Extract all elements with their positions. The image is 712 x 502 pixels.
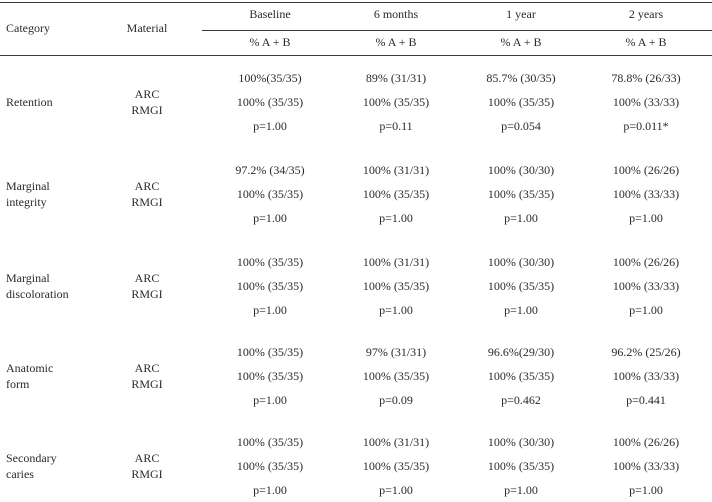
subheader-6-months: % A + B (375, 35, 417, 49)
rmgi-value: 100% (33/33) (612, 279, 680, 293)
p-value: p=1.00 (629, 303, 663, 317)
arc-value: 100% (30/30) (487, 163, 555, 177)
rmgi-value: 100% (35/35) (362, 369, 430, 383)
arc-value: 100% (35/35) (236, 255, 304, 269)
category-label: caries (6, 467, 34, 481)
arc-value: 100% (35/35) (236, 435, 304, 449)
arc-value: 89% (31/31) (365, 71, 427, 85)
period-header-baseline: Baseline (249, 7, 291, 21)
rmgi-value: 100% (35/35) (487, 187, 555, 201)
rmgi-value: 100% (35/35) (236, 459, 304, 473)
material-label: ARC (134, 451, 160, 465)
rmgi-value: 100% (35/35) (362, 95, 430, 109)
p-value: p=1.00 (253, 393, 287, 407)
rmgi-value: 100% (33/33) (612, 187, 680, 201)
material-label: RMGI (131, 195, 163, 209)
rmgi-value: 100% (35/35) (236, 369, 304, 383)
material-label: RMGI (131, 103, 163, 117)
material-label: RMGI (131, 287, 163, 301)
rmgi-value: 100% (33/33) (612, 369, 680, 383)
arc-value: 100% (26/26) (612, 435, 680, 449)
subheader-1-year: % A + B (500, 35, 542, 49)
p-value: p=1.00 (379, 211, 413, 225)
arc-value: 100% (30/30) (487, 435, 555, 449)
p-value: p=1.00 (629, 211, 663, 225)
arc-value: 96.2% (25/26) (611, 345, 681, 359)
rmgi-value: 100% (35/35) (362, 187, 430, 201)
category-label: Retention (6, 95, 53, 109)
arc-value: 100% (35/35) (236, 345, 304, 359)
category-label: Secondary (6, 451, 57, 465)
category-label: Marginal (6, 179, 50, 193)
rmgi-value: 100% (33/33) (612, 459, 680, 473)
arc-value: 97% (31/31) (365, 345, 427, 359)
arc-value: 85.7% (30/35) (486, 71, 556, 85)
arc-value: 78.8% (26/33) (611, 71, 681, 85)
category-header: Category (6, 21, 50, 35)
period-group-rule (202, 30, 712, 31)
p-value: p=0.09 (379, 393, 413, 407)
p-value: p=1.00 (629, 483, 663, 497)
rmgi-value: 100% (35/35) (362, 279, 430, 293)
period-header-6-months: 6 months (373, 7, 419, 21)
p-value: p=1.00 (504, 483, 538, 497)
arc-value: 100% (31/31) (362, 255, 430, 269)
subheader-2-years: % A + B (625, 35, 667, 49)
material-label: ARC (134, 361, 160, 375)
p-value: p=1.00 (253, 483, 287, 497)
arc-value: 100% (31/31) (362, 163, 430, 177)
rmgi-value: 100% (35/35) (236, 187, 304, 201)
arc-value: 100% (31/31) (362, 435, 430, 449)
material-label: RMGI (131, 377, 163, 391)
p-value: p=1.00 (379, 483, 413, 497)
category-label: integrity (6, 195, 47, 209)
p-value: p=0.11 (379, 119, 413, 133)
material-label: ARC (134, 87, 160, 101)
category-label: Marginal (6, 271, 50, 285)
p-value: p=0.011* (623, 119, 669, 133)
p-value: p=0.441 (626, 393, 666, 407)
rmgi-value: 100% (35/35) (362, 459, 430, 473)
subheader-baseline: % A + B (249, 35, 291, 49)
material-label: ARC (134, 179, 160, 193)
material-label: RMGI (131, 467, 163, 481)
rmgi-value: 100% (35/35) (487, 459, 555, 473)
arc-value: 96.6%(29/30) (487, 345, 555, 359)
p-value: p=1.00 (504, 303, 538, 317)
p-value: p=1.00 (253, 119, 287, 133)
top-rule (0, 2, 712, 3)
period-header-2-years: 2 years (628, 7, 664, 21)
rmgi-value: 100% (35/35) (487, 369, 555, 383)
rmgi-value: 100% (35/35) (236, 95, 304, 109)
category-label: Anatomic (6, 361, 54, 375)
arc-value: 100% (30/30) (487, 255, 555, 269)
p-value: p=1.00 (253, 211, 287, 225)
p-value: p=1.00 (379, 303, 413, 317)
p-value: p=1.00 (504, 211, 538, 225)
arc-value: 100% (26/26) (612, 163, 680, 177)
arc-value: 97.2% (34/35) (235, 163, 305, 177)
category-label: form (6, 377, 30, 391)
material-label: ARC (134, 271, 160, 285)
p-value: p=0.054 (501, 119, 541, 133)
period-header-1-year: 1 year (506, 7, 536, 21)
rmgi-value: 100% (35/35) (487, 95, 555, 109)
rmgi-value: 100% (35/35) (487, 279, 555, 293)
p-value: p=1.00 (253, 303, 287, 317)
header-bottom-rule (0, 55, 712, 56)
category-label: discoloration (6, 287, 69, 301)
arc-value: 100%(35/35) (238, 71, 302, 85)
material-header: Material (126, 21, 168, 35)
arc-value: 100% (26/26) (612, 255, 680, 269)
rmgi-value: 100% (33/33) (612, 95, 680, 109)
rmgi-value: 100% (35/35) (236, 279, 304, 293)
p-value: p=0.462 (501, 393, 541, 407)
